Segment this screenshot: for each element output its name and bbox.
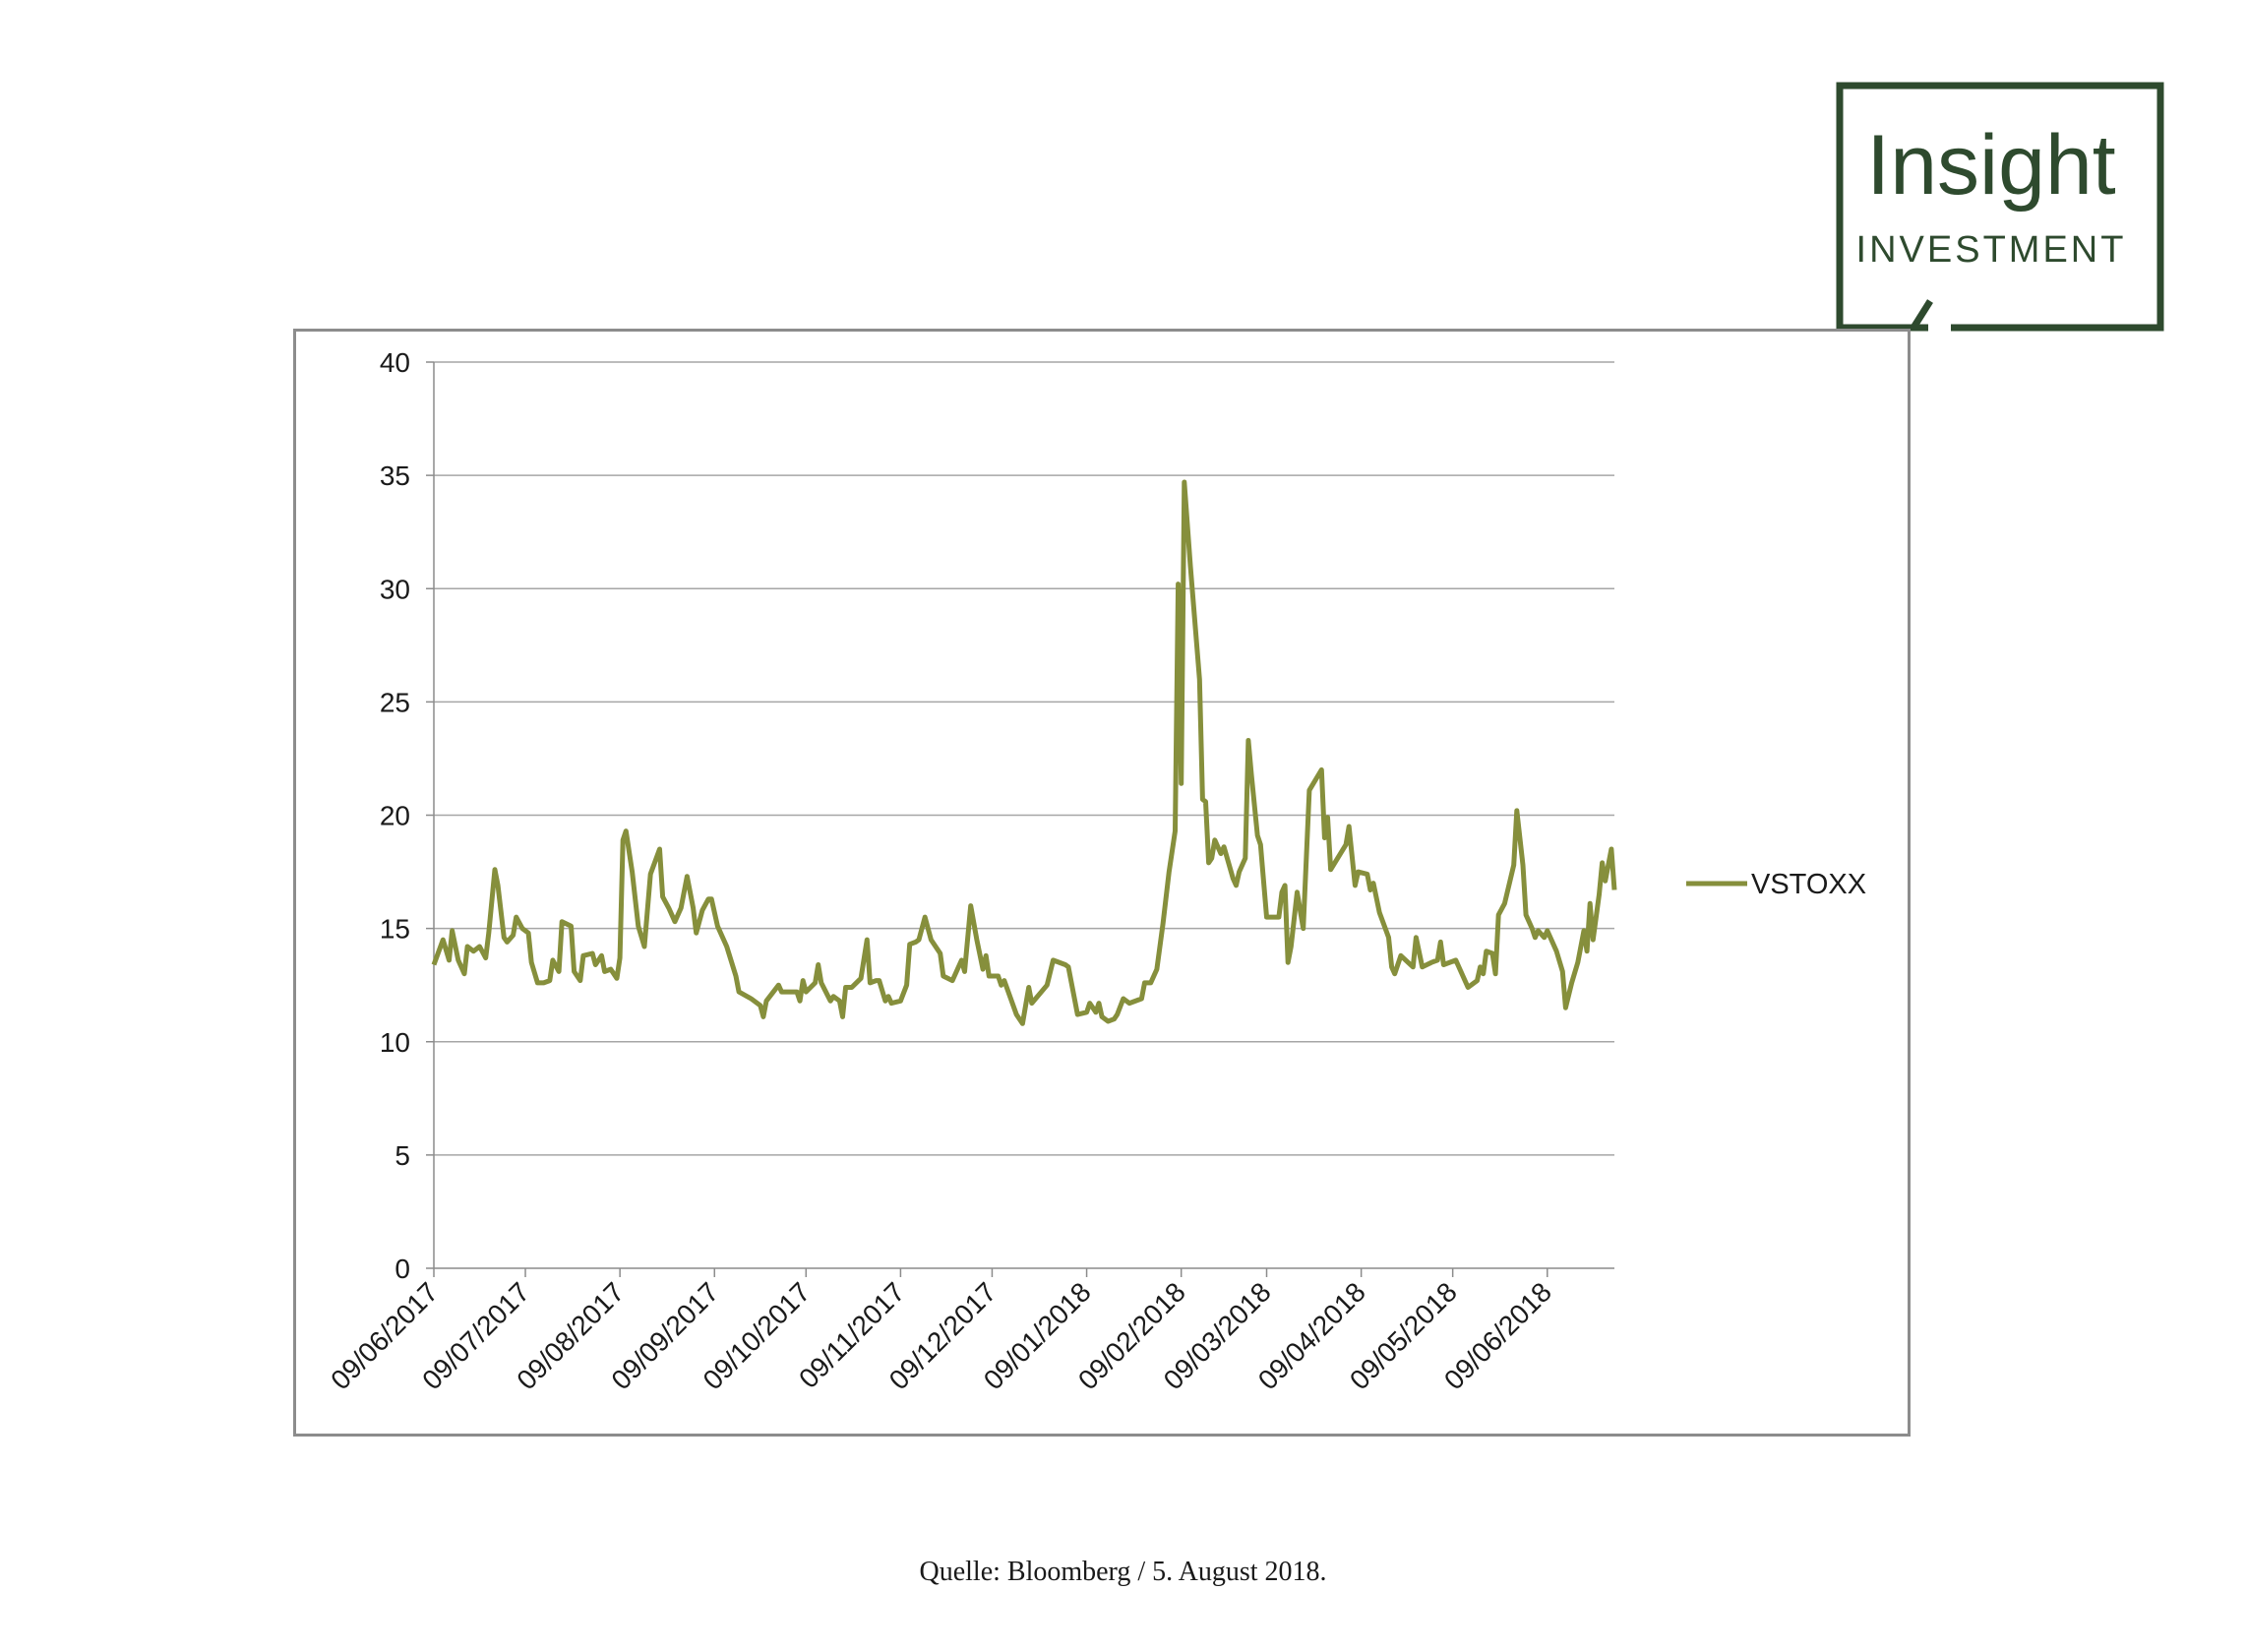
axes: 051015202530354009/06/201709/07/201709/0… [325,347,1614,1395]
y-tick-label: 25 [380,687,410,717]
y-tick-label: 20 [380,801,410,831]
y-tick-label: 5 [395,1140,410,1171]
legend: VSTOXX [1686,869,1866,900]
chart-frame [293,329,1911,1437]
y-tick-label: 35 [380,460,410,491]
source-note: Quelle: Bloomberg / 5. August 2018. [919,1557,1327,1587]
y-tick-label: 40 [380,347,410,378]
series-line-vstoxx [431,479,1617,1026]
legend-label-vstoxx: VSTOXX [1751,869,1866,900]
y-tick-label: 0 [395,1254,410,1284]
series-layer [431,479,1617,1026]
y-tick-label: 10 [380,1027,410,1058]
y-tick-label: 15 [380,914,410,945]
y-tick-label: 30 [380,574,410,604]
gridlines [434,361,1614,1156]
